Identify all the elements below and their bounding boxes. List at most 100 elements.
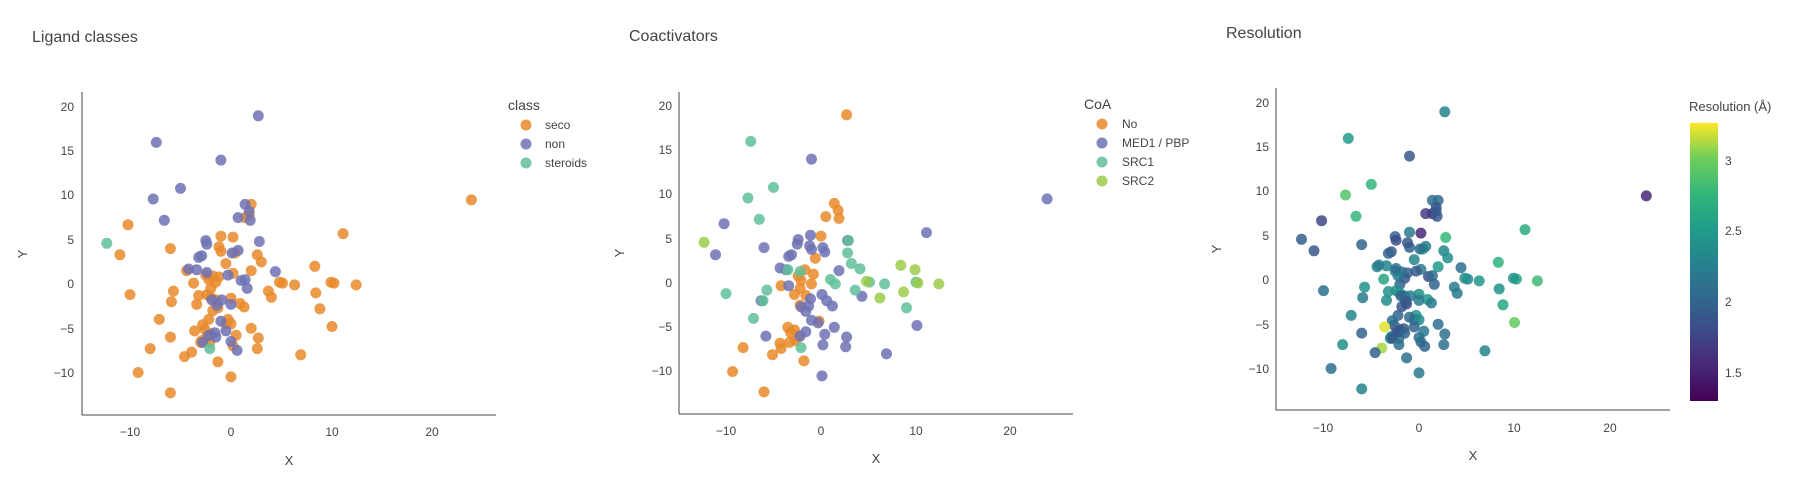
point-med1-pbp[interactable] bbox=[806, 314, 817, 326]
point-seco[interactable] bbox=[309, 260, 321, 272]
point-resolution[interactable] bbox=[1404, 226, 1415, 238]
point-no[interactable] bbox=[782, 321, 794, 333]
point-resolution[interactable] bbox=[1401, 352, 1413, 364]
point-resolution[interactable] bbox=[1404, 150, 1415, 162]
point-src2[interactable] bbox=[874, 292, 886, 304]
point-resolution[interactable] bbox=[1357, 292, 1369, 304]
point-resolution[interactable] bbox=[1408, 254, 1420, 266]
point-resolution[interactable] bbox=[1345, 309, 1357, 321]
point-non[interactable] bbox=[158, 214, 170, 226]
point-seco[interactable] bbox=[191, 298, 203, 310]
point-seco[interactable] bbox=[350, 279, 362, 291]
point-resolution[interactable] bbox=[1459, 272, 1471, 284]
point-no[interactable] bbox=[841, 109, 853, 121]
point-non[interactable] bbox=[210, 331, 222, 343]
point-seco[interactable] bbox=[325, 276, 337, 288]
point-seco[interactable] bbox=[132, 367, 144, 378]
point-med1-pbp[interactable] bbox=[828, 321, 840, 333]
point-med1-pbp[interactable] bbox=[921, 227, 932, 239]
point-src1[interactable] bbox=[845, 258, 857, 269]
legend-item-med1-pbp[interactable]: MED1 / PBP bbox=[1096, 136, 1190, 150]
point-resolution[interactable] bbox=[1378, 273, 1390, 285]
point-resolution[interactable] bbox=[1432, 318, 1444, 330]
point-no[interactable] bbox=[775, 280, 787, 292]
point-med1-pbp[interactable] bbox=[710, 249, 721, 261]
point-src1[interactable] bbox=[842, 247, 854, 259]
point-seco[interactable] bbox=[274, 276, 285, 288]
point-resolution[interactable] bbox=[1410, 265, 1422, 277]
point-non[interactable] bbox=[244, 214, 256, 226]
point-resolution[interactable] bbox=[1382, 286, 1394, 297]
point-resolution[interactable] bbox=[1479, 345, 1491, 357]
point-resolution[interactable] bbox=[1415, 227, 1427, 239]
point-resolution[interactable] bbox=[1509, 317, 1520, 328]
point-seco[interactable] bbox=[252, 332, 264, 344]
point-resolution[interactable] bbox=[1337, 339, 1349, 351]
point-med1-pbp[interactable] bbox=[804, 240, 816, 252]
point-src1[interactable] bbox=[794, 266, 806, 277]
point-non[interactable] bbox=[269, 266, 281, 278]
point-resolution[interactable] bbox=[1308, 245, 1320, 257]
point-resolution[interactable] bbox=[1379, 321, 1391, 333]
point-resolution[interactable] bbox=[1473, 275, 1485, 287]
point-resolution[interactable] bbox=[1340, 189, 1351, 201]
point-src2[interactable] bbox=[912, 277, 924, 289]
point-seco[interactable] bbox=[165, 296, 177, 308]
point-no[interactable] bbox=[767, 349, 778, 361]
point-non[interactable] bbox=[147, 193, 159, 205]
point-resolution[interactable] bbox=[1356, 239, 1368, 251]
point-resolution[interactable] bbox=[1439, 328, 1451, 340]
point-resolution[interactable] bbox=[1369, 347, 1381, 359]
point-seco[interactable] bbox=[465, 194, 477, 206]
point-src1[interactable] bbox=[795, 342, 807, 354]
point-src2[interactable] bbox=[861, 275, 873, 287]
point-resolution[interactable] bbox=[1390, 234, 1402, 246]
point-src1[interactable] bbox=[720, 288, 732, 300]
point-resolution[interactable] bbox=[1356, 383, 1368, 395]
point-non[interactable] bbox=[231, 344, 243, 356]
point-med1-pbp[interactable] bbox=[1041, 193, 1053, 205]
point-resolution[interactable] bbox=[1325, 363, 1337, 374]
point-non[interactable] bbox=[232, 212, 244, 224]
point-no[interactable] bbox=[815, 230, 827, 242]
point-seco[interactable] bbox=[314, 303, 326, 315]
point-seco[interactable] bbox=[124, 289, 136, 301]
point-seco[interactable] bbox=[251, 343, 263, 355]
point-resolution[interactable] bbox=[1519, 224, 1531, 236]
legend-item-steroids[interactable]: steroids bbox=[520, 156, 588, 170]
point-resolution[interactable] bbox=[1316, 215, 1328, 227]
point-resolution[interactable] bbox=[1508, 272, 1519, 284]
point-med1-pbp[interactable] bbox=[833, 265, 845, 277]
point-seco[interactable] bbox=[238, 301, 250, 313]
point-seco[interactable] bbox=[337, 228, 349, 240]
point-resolution[interactable] bbox=[1414, 243, 1426, 255]
point-seco[interactable] bbox=[245, 322, 257, 334]
point-med1-pbp[interactable] bbox=[816, 370, 828, 382]
point-non[interactable] bbox=[206, 294, 218, 306]
point-med1-pbp[interactable] bbox=[840, 341, 852, 353]
point-seco[interactable] bbox=[227, 231, 239, 243]
point-non[interactable] bbox=[220, 325, 232, 337]
point-resolution[interactable] bbox=[1438, 339, 1450, 351]
point-med1-pbp[interactable] bbox=[758, 242, 770, 254]
point-resolution[interactable] bbox=[1395, 290, 1407, 302]
point-resolution[interactable] bbox=[1408, 321, 1420, 333]
point-resolution[interactable] bbox=[1439, 106, 1451, 118]
point-src2[interactable] bbox=[895, 259, 907, 271]
point-resolution[interactable] bbox=[1420, 208, 1432, 220]
point-seco[interactable] bbox=[220, 258, 232, 270]
point-resolution[interactable] bbox=[1419, 340, 1431, 352]
point-non[interactable] bbox=[226, 247, 238, 259]
point-src1[interactable] bbox=[757, 295, 769, 307]
point-seco[interactable] bbox=[164, 387, 176, 399]
point-resolution[interactable] bbox=[1350, 210, 1362, 222]
point-med1-pbp[interactable] bbox=[783, 250, 795, 262]
legend-item-src2[interactable]: SRC2 bbox=[1096, 174, 1155, 188]
point-seco[interactable] bbox=[189, 325, 201, 337]
point-no[interactable] bbox=[775, 343, 787, 354]
point-no[interactable] bbox=[788, 289, 800, 300]
point-no[interactable] bbox=[727, 366, 739, 377]
point-seco[interactable] bbox=[122, 219, 134, 231]
point-resolution[interactable] bbox=[1493, 283, 1505, 295]
point-no[interactable] bbox=[806, 278, 817, 290]
